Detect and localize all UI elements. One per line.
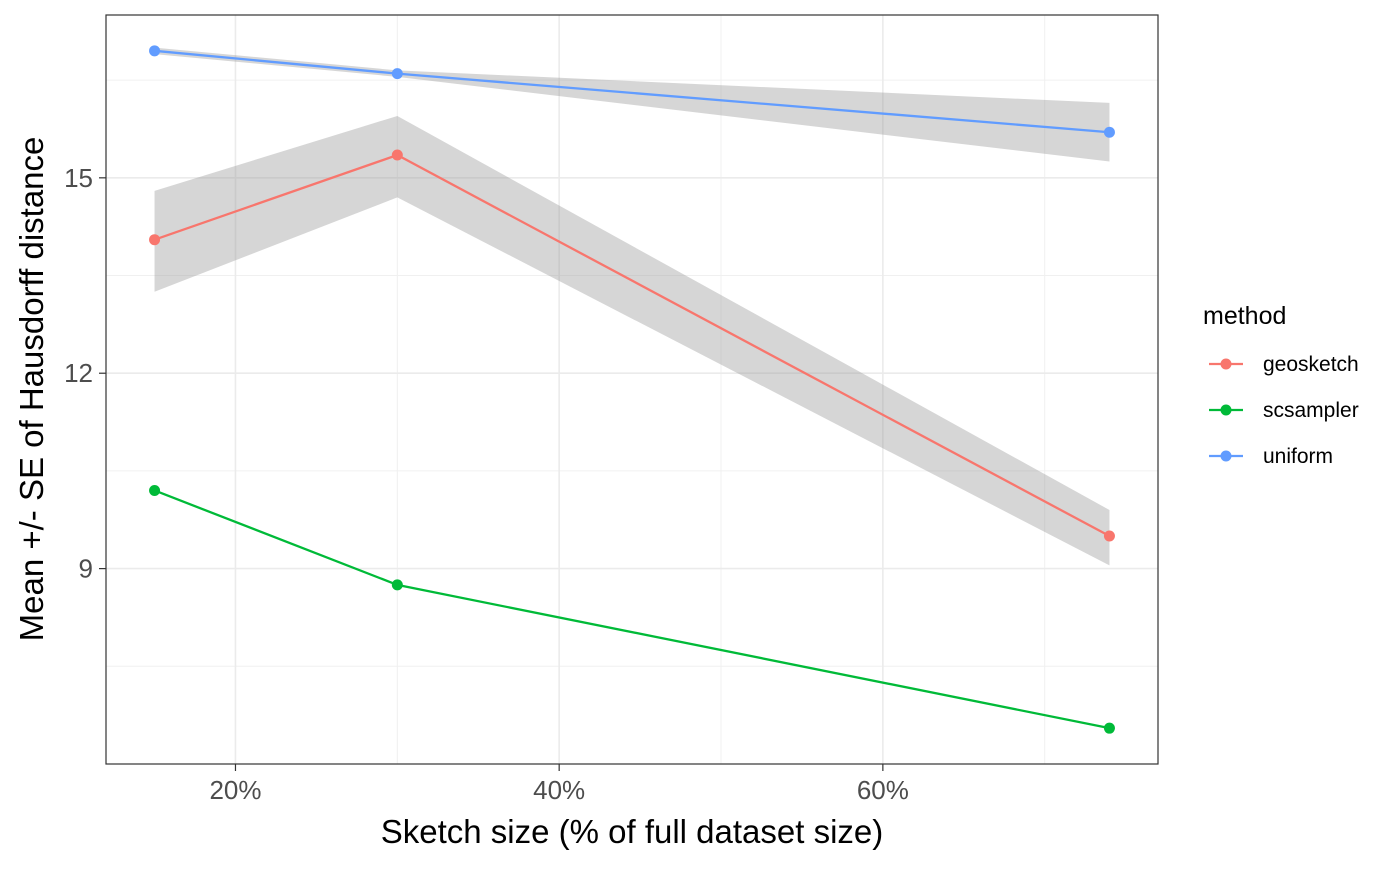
y-tick-label: 12: [64, 358, 93, 388]
data-point-uniform: [391, 68, 403, 80]
legend-title: method: [1203, 302, 1286, 330]
legend-key-point-scsampler: [1220, 404, 1232, 416]
legend-label-uniform: uniform: [1263, 445, 1333, 468]
y-axis-title: Mean +/- SE of Hausdorff distance: [13, 137, 50, 642]
legend-key-point-geosketch: [1220, 358, 1232, 370]
data-point-geosketch: [1103, 530, 1115, 542]
y-tick-label: 9: [79, 554, 93, 584]
data-point-geosketch: [149, 234, 161, 246]
panel-background: [106, 15, 1158, 764]
legend-label-scsampler: scsampler: [1263, 399, 1359, 422]
axes: 20% 40% 60% 9 12 15: [64, 163, 909, 805]
grid: [106, 15, 1158, 764]
data-point-uniform: [149, 45, 161, 57]
data-point-scsampler: [391, 579, 403, 591]
x-tick-label: 60%: [857, 775, 909, 805]
data-point-uniform: [1103, 126, 1115, 138]
legend-label-geosketch: geosketch: [1263, 353, 1359, 376]
x-axis-title: Sketch size (% of full dataset size): [381, 813, 884, 850]
legend-key-point-uniform: [1220, 450, 1232, 462]
legend: method geosketch scsampler uniform: [1203, 302, 1359, 468]
data-point-geosketch: [391, 149, 403, 161]
y-tick-label: 15: [64, 163, 93, 193]
x-tick-label: 20%: [209, 775, 261, 805]
series-points: [149, 45, 1115, 734]
data-point-scsampler: [1103, 722, 1115, 734]
x-tick-label: 40%: [533, 775, 585, 805]
panel-border: [105, 14, 1159, 765]
data-point-scsampler: [149, 484, 161, 496]
